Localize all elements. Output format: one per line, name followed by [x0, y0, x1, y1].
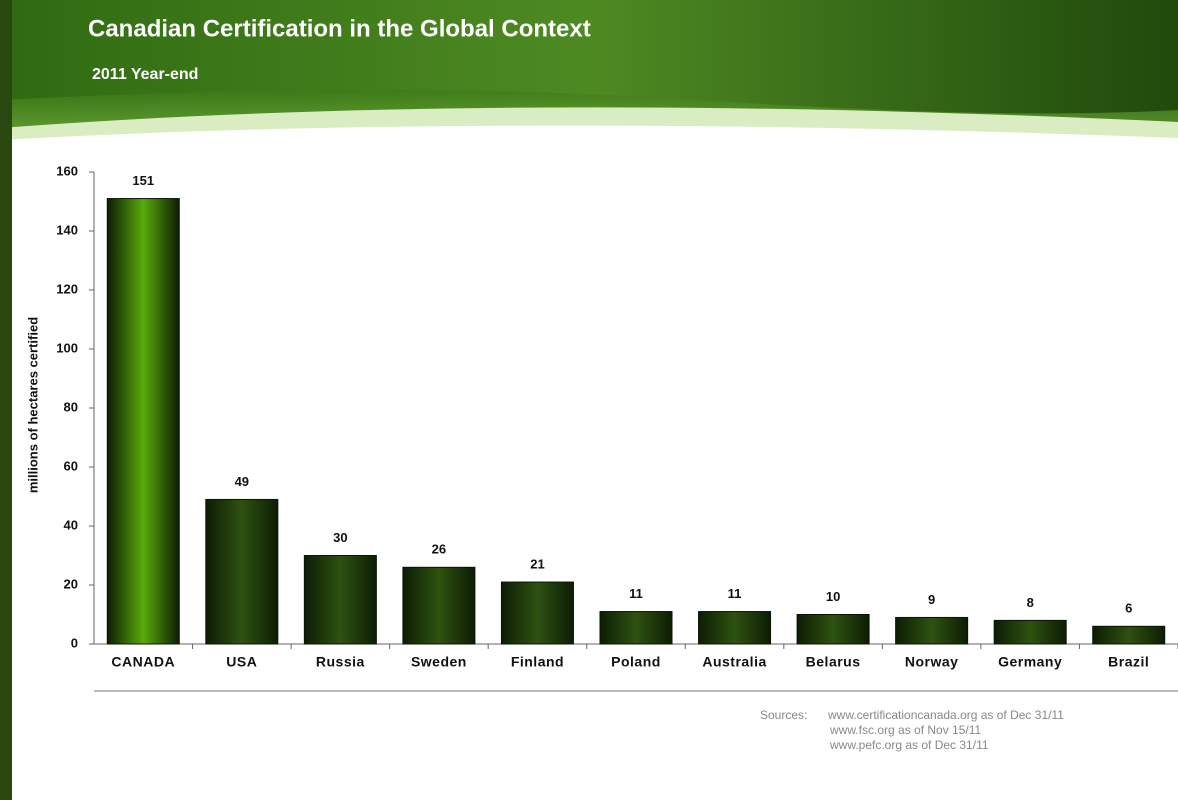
- y-tick-label: 140: [56, 222, 78, 237]
- y-tick-label: 60: [64, 458, 78, 473]
- data-label: 11: [728, 586, 742, 601]
- source: www.fsc.org as of Nov 15/11: [829, 723, 982, 737]
- data-label: 49: [235, 474, 249, 489]
- bar: [402, 566, 476, 645]
- left-border: [0, 0, 12, 800]
- bar: [698, 611, 772, 645]
- x-tick-label: USA: [226, 654, 257, 670]
- content-area: [0, 125, 1178, 800]
- y-tick-label: 80: [64, 399, 78, 414]
- bar: [895, 616, 969, 645]
- bar: [500, 581, 574, 645]
- bar: [796, 614, 870, 645]
- x-tick-label: Russia: [316, 654, 365, 670]
- data-label: 8: [1027, 595, 1034, 610]
- sources-label: Sources:: [760, 708, 807, 722]
- source: www.pefc.org as of Dec 31/11: [829, 738, 989, 752]
- data-label: 151: [132, 173, 154, 188]
- x-tick-label: Australia: [702, 654, 766, 670]
- chart-title: Canadian Certification in the Global Con…: [88, 15, 591, 42]
- y-tick-label: 0: [71, 635, 78, 650]
- y-tick-label: 160: [56, 163, 78, 178]
- y-tick-label: 40: [64, 517, 78, 532]
- source: www.certificationcanada.org as of Dec 31…: [827, 708, 1064, 722]
- y-tick-label: 100: [56, 340, 78, 355]
- x-tick-label: Brazil: [1108, 654, 1149, 670]
- y-tick-label: 20: [64, 576, 78, 591]
- bar: [993, 619, 1067, 645]
- data-label: 21: [530, 556, 544, 571]
- data-label: 10: [826, 589, 840, 604]
- x-tick-label: Poland: [611, 654, 661, 670]
- x-tick-label: Sweden: [411, 654, 467, 670]
- data-label: 9: [928, 592, 935, 607]
- bar: [205, 498, 279, 645]
- y-axis-label: millions of hectares certified: [25, 317, 40, 493]
- y-tick-label: 120: [56, 281, 78, 296]
- data-label: 11: [629, 586, 643, 601]
- x-tick-label: Germany: [998, 654, 1062, 670]
- x-tick-label: Norway: [905, 654, 959, 670]
- bar: [599, 611, 673, 645]
- data-label: 26: [432, 542, 446, 557]
- x-tick-label: CANADA: [111, 654, 175, 670]
- data-label: 30: [333, 530, 347, 545]
- bar: [1092, 625, 1166, 645]
- data-label: 6: [1125, 601, 1132, 616]
- chart-subtitle: 2011 Year-end: [92, 66, 198, 83]
- x-tick-label: Finland: [511, 654, 564, 670]
- x-tick-label: Belarus: [806, 654, 861, 670]
- bar: [303, 555, 377, 645]
- bar: [106, 198, 180, 645]
